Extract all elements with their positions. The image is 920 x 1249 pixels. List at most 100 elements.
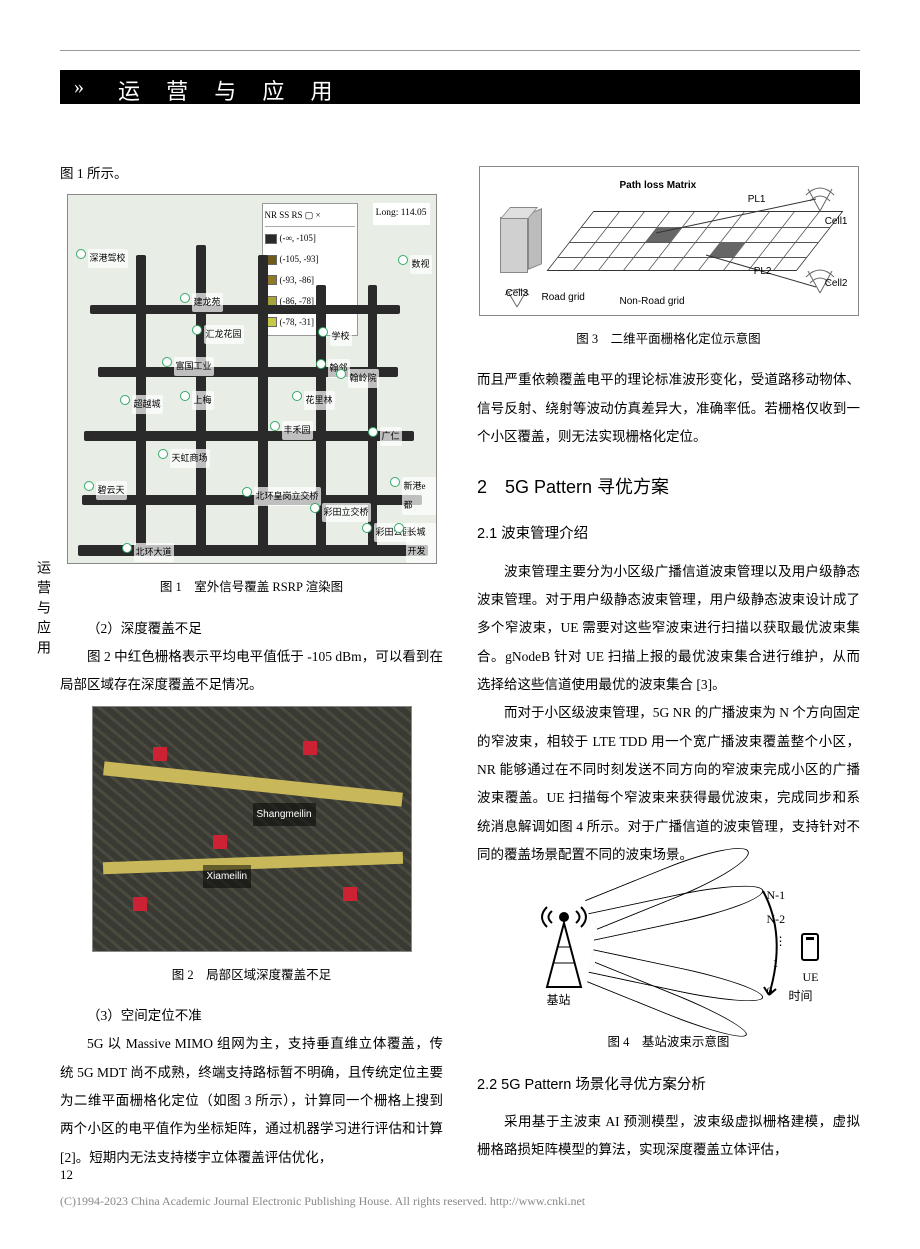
weak-cell [153, 747, 167, 761]
map-place-label: 翰岭院 [348, 369, 379, 388]
map-pin-icon [270, 421, 280, 431]
map-pin-icon [316, 359, 326, 369]
fig4-caption: 图 4 基站波束示意图 [477, 1029, 860, 1055]
h3-scenario: 2.2 5G Pattern 场景化寻优方案分析 [477, 1070, 860, 1100]
header-underline [60, 50, 860, 51]
weak-cell [343, 887, 357, 901]
map-place-label: 彩田立交桥 [322, 503, 371, 522]
map-place-label: 碧云天 [96, 481, 127, 500]
map-pin-icon [162, 357, 172, 367]
map-pin-icon [368, 427, 378, 437]
map-place-label: 北环皇岗立交桥 [254, 487, 321, 506]
map-pin-icon [398, 255, 408, 265]
map-pin-icon [390, 477, 400, 487]
map-pin-icon [318, 327, 328, 337]
header-bar: » 运 营 与 应 用 [60, 70, 860, 120]
legend-range: (-105, -93] [280, 250, 319, 269]
weak-cell [213, 835, 227, 849]
map-pin-icon [84, 481, 94, 491]
sat-label-2: Xiameilin [203, 865, 252, 888]
sidebar-category: 运营与应用 [34, 560, 54, 660]
map-pin-icon [180, 293, 190, 303]
map-place-label: 长城开发园区 [406, 523, 436, 564]
footer-copyright: (C)1994-2023 China Academic Journal Elec… [60, 1194, 585, 1209]
sat-label-1: Shangmeilin [253, 803, 316, 826]
map-pin-icon [158, 449, 168, 459]
fig2-caption: 图 2 局部区域深度覆盖不足 [60, 962, 443, 988]
p-deep-coverage-label: （2）深度覆盖不足 [60, 615, 443, 643]
legend-row: (-∞, -105] [265, 228, 355, 249]
l0-label: 0 [767, 979, 773, 1004]
pl1-label: PL1 [748, 189, 766, 210]
cell3-label: Cell3 [506, 283, 529, 304]
figure-1-map: Long: 114.05 NR SS RS ▢ × (-∞, -105] (-10… [67, 194, 437, 564]
n1-label: N-1 [767, 883, 786, 908]
map-place-label: 花里林 [304, 391, 335, 410]
pl2-label: PL2 [754, 261, 772, 282]
section-title: 运 营 与 应 用 [118, 74, 342, 106]
fig3-caption: 图 3 二维平面栅格化定位示意图 [477, 326, 860, 352]
p-positioning: 5G 以 Massive MIMO 组网为主，支持垂直维立体覆盖，传统 5G M… [60, 1030, 443, 1172]
map-place-label: 汇龙花园 [204, 325, 244, 344]
sat-texture [93, 707, 411, 951]
fig1-legend: NR SS RS ▢ × (-∞, -105] (-105, -93] (-93, … [262, 203, 358, 335]
cell1-label: Cell1 [825, 211, 848, 232]
weak-cell [133, 897, 147, 911]
p-deep-coverage: 图 2 中红色栅格表示平均电平值低于 -105 dBm，可以看到在局部区域存在深… [60, 643, 443, 700]
map-place-label: 富国工业 [174, 357, 214, 376]
content-columns: 图 1 所示。 Long: 114.05 NR SS RS ▢ × (-∞, -… [60, 160, 860, 1172]
basestation-icon [537, 899, 591, 991]
map-place-label: 深港驾校 [88, 249, 128, 268]
legend-title: NR SS RS ▢ × [265, 206, 355, 227]
h2-pattern: 2 5G Pattern 寻优方案 [477, 469, 860, 507]
p-right-3: 而对于小区级波束管理，5G NR 的广播波束为 N 个方向固定的窄波束，相较于 … [477, 699, 860, 869]
legend-range: (-∞, -105] [280, 229, 316, 248]
map-pin-icon [180, 391, 190, 401]
map-place-label: 天虹商场 [170, 449, 210, 468]
ue-icon [801, 933, 819, 961]
legend-swatch [265, 234, 277, 244]
map-pin-icon [310, 503, 320, 513]
fig1-caption: 图 1 室外信号覆盖 RSRP 渲染图 [60, 574, 443, 600]
p-positioning-label: （3）空间定位不准 [60, 1002, 443, 1030]
legend-row: (-105, -93] [265, 249, 355, 270]
chevron-icon: » [60, 70, 98, 104]
map-place-label: 超越城 [132, 395, 163, 414]
map-pin-icon [192, 325, 202, 335]
l1-label: 1 [773, 951, 779, 976]
cell2-label: Cell2 [825, 273, 848, 294]
map-pin-icon [76, 249, 86, 259]
map-road [258, 255, 268, 555]
legend-range: (-93, -86] [280, 271, 315, 290]
figure-2-satellite: Shangmeilin Xiameilin [92, 706, 412, 952]
map-place-label: 新港e都 [402, 477, 436, 515]
right-column: Path loss Matrix [477, 160, 860, 1172]
p-right-4: 采用基于主波束 AI 预测模型，波束级虚拟栅格建模，虚拟栅格路损矩阵模型的算法，… [477, 1108, 860, 1165]
map-pin-icon [292, 391, 302, 401]
bs-label: 基站 [547, 988, 571, 1013]
p-fig1-ref: 图 1 所示。 [60, 160, 443, 188]
legend-row: (-93, -86] [265, 270, 355, 291]
map-place-label: 丰禾园 [282, 421, 313, 440]
map-road [84, 431, 414, 441]
fig1-longitude: Long: 114.05 [373, 203, 430, 225]
map-place-label: 数视 [410, 255, 432, 274]
map-pin-icon [120, 395, 130, 405]
map-place-label: 北环大道 [134, 543, 174, 562]
map-place-label: 上梅 [192, 391, 214, 410]
road-grid-label: Road grid [542, 287, 585, 308]
map-place-label: 广仁 [380, 427, 402, 446]
left-column: 图 1 所示。 Long: 114.05 NR SS RS ▢ × (-∞, -… [60, 160, 443, 1172]
p-right-2: 波束管理主要分为小区级广播信道波束管理以及用户级静态波束管理。对于用户级静态波束… [477, 558, 860, 700]
legend-range: (-78, -31] [280, 313, 315, 332]
nonroad-grid-label: Non-Road grid [620, 291, 685, 312]
map-pin-icon [394, 523, 404, 533]
map-pin-icon [122, 543, 132, 553]
figure-3-grid: Path loss Matrix [479, 166, 859, 316]
h3-beam-mgmt: 2.1 波束管理介绍 [477, 519, 860, 549]
p-right-1: 而且严重依赖覆盖电平的理论标准波形变化，受道路移动物体、信号反射、绕射等波动仿真… [477, 366, 860, 451]
p-positioning-text: 5G 以 Massive MIMO 组网为主，支持垂直维立体覆盖，传统 5G M… [60, 1036, 443, 1164]
page-number: 12 [60, 1167, 73, 1183]
map-pin-icon [336, 369, 346, 379]
page: » 运 营 与 应 用 运营与应用 图 1 所示。 Long: 114.05 N… [0, 0, 920, 1249]
